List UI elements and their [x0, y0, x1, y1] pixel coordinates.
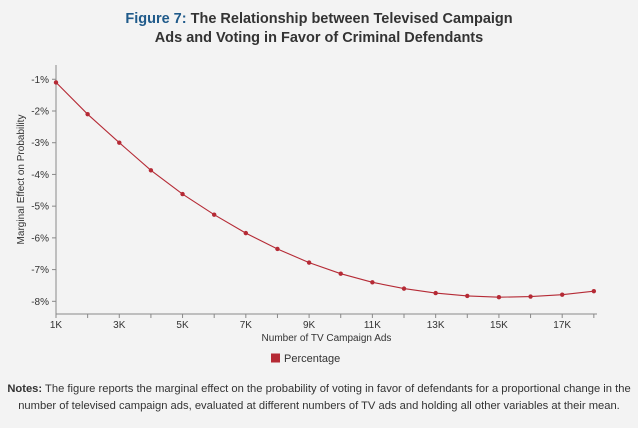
legend-label: Percentage [284, 353, 340, 365]
x-tick-label: 11K [364, 320, 381, 331]
data-point [117, 140, 122, 145]
y-tick-label: -6% [31, 233, 49, 244]
figure-notes: Notes: The figure reports the marginal e… [6, 381, 632, 415]
line-chart: -1% -2% -3% -4% -5% -6% -7% -8% 1K 3K 5K 7K 9K 11K 13K… [16, 65, 597, 365]
y-tick-label: -7% [31, 265, 49, 276]
data-point [559, 292, 565, 297]
data-point [528, 294, 533, 299]
x-tick-label: 13K [427, 320, 445, 331]
data-point [591, 288, 597, 294]
data-point [53, 80, 59, 85]
data-point [211, 212, 217, 217]
data-point [496, 294, 502, 300]
data-point [465, 293, 470, 299]
data-point [433, 290, 438, 296]
y-tick-label: -3% [31, 138, 49, 149]
y-tick-label: -8% [31, 297, 49, 308]
data-point [243, 230, 249, 236]
title-line-1: The Relationship between Televised Campa… [190, 11, 513, 27]
data-point [85, 111, 90, 117]
figure-label: Figure 7: [125, 11, 187, 27]
x-tick-label: 15K [490, 320, 508, 331]
data-point [338, 271, 343, 276]
x-tick-label: 7K [240, 320, 253, 331]
data-point [306, 260, 312, 265]
x-tick-label: 9K [303, 320, 316, 331]
x-tick-label: 17K [553, 320, 571, 331]
data-point [370, 280, 375, 285]
legend-swatch [271, 353, 280, 363]
data-point [148, 168, 154, 173]
y-tick-label: -1% [31, 75, 49, 86]
chart-title: Figure 7: The Relationship between Telev… [0, 10, 638, 48]
x-axis-label: Number of TV Campaign Ads [262, 333, 392, 344]
y-tick-label: -5% [31, 202, 49, 213]
y-axis-label: Marginal Effect on Probability [16, 115, 27, 245]
title-line-2: Ads and Voting in Favor of Criminal Defe… [154, 30, 484, 46]
y-tick-label: -2% [31, 106, 49, 117]
data-point [180, 191, 185, 197]
x-tick-label: 5K [176, 320, 189, 331]
data-point [401, 286, 407, 291]
notes-text: The figure reports the marginal effect o… [18, 383, 631, 412]
data-point [275, 246, 280, 252]
y-tick-label: -4% [31, 170, 49, 181]
notes-label: Notes: [7, 383, 43, 395]
x-tick-label: 1K [50, 320, 63, 331]
x-tick-label: 3K [113, 320, 126, 331]
series-line [55, 82, 594, 298]
